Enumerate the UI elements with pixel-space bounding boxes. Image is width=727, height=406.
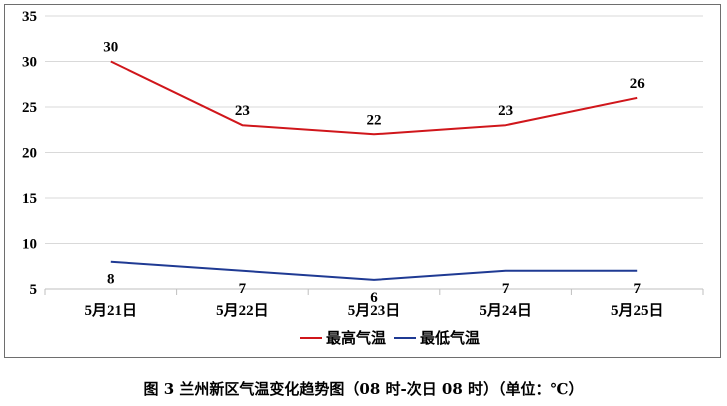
y-tick-label: 25: [22, 100, 37, 116]
series-layer: [110, 60, 638, 281]
data-label: 7: [633, 281, 641, 297]
series-line-2: [110, 260, 638, 281]
data-label: 23: [235, 103, 250, 119]
y-tick-label: 30: [22, 55, 37, 71]
chart-frame: 5 10 15 20 25 30 35 5月21日 5月22日 5月23日 5月24日 5月25日 …: [4, 4, 721, 358]
data-label: 23: [498, 103, 513, 119]
x-tick-label: 5月23日: [348, 302, 401, 319]
data-label: 26: [630, 76, 646, 92]
data-label: 8: [107, 272, 115, 288]
grid-layer: [44, 15, 704, 295]
data-label: 7: [239, 281, 247, 297]
data-label: 22: [367, 112, 382, 128]
legend: 最高气温 最低气温: [300, 329, 480, 347]
y-axis-ticks: 5 10 15 20 25 30 35: [22, 9, 37, 298]
data-label: 6: [370, 290, 378, 306]
data-labels: 30 23 22 23 26 8 7 6 7 7: [103, 40, 645, 306]
y-tick-label: 10: [22, 237, 37, 253]
legend-label-1: 最高气温: [326, 329, 386, 347]
y-tick-label: 15: [22, 191, 37, 207]
x-tick-label: 5月22日: [216, 302, 269, 319]
x-axis-ticks: 5月21日 5月22日 5月23日 5月24日 5月25日: [85, 302, 664, 319]
data-label: 7: [502, 281, 510, 297]
figure-caption: 图 3 兰州新区气温变化趋势图（08 时-次日 08 时）（单位：℃）: [143, 380, 584, 398]
x-tick-label: 5月24日: [479, 302, 532, 319]
legend-label-2: 最低气温: [420, 329, 480, 347]
x-tick-label: 5月21日: [85, 302, 138, 319]
x-tick-label: 5月25日: [611, 302, 664, 319]
series-line-1: [110, 60, 638, 136]
data-label: 30: [103, 40, 118, 56]
y-tick-label: 20: [22, 146, 37, 162]
y-tick-label: 35: [22, 9, 37, 25]
y-tick-label: 5: [30, 282, 38, 298]
